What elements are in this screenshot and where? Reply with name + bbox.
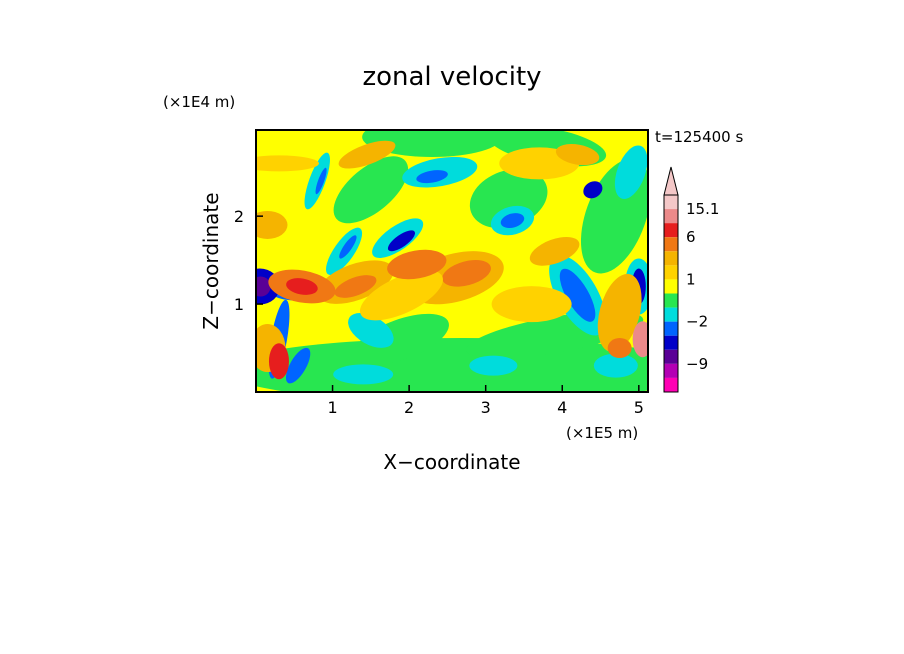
colorbar-band xyxy=(664,349,678,364)
contour-region xyxy=(333,156,409,224)
contour-region xyxy=(268,343,289,380)
contour-region xyxy=(339,235,357,259)
contour-region xyxy=(442,260,491,287)
contour-region xyxy=(632,321,648,358)
colorbar: 15.1 6 1 −2 −9 xyxy=(663,166,719,393)
contour-region xyxy=(387,230,416,252)
contour-region xyxy=(559,268,596,322)
contour-region xyxy=(359,270,443,321)
chart-title: zonal velocity xyxy=(362,62,541,92)
x-tick-label: 1 xyxy=(327,398,337,417)
x-unit-label: (×1E5 m) xyxy=(566,424,638,442)
x-axis: 1 2 3 4 5 xyxy=(327,385,644,417)
contour-region xyxy=(469,355,518,376)
contour-region xyxy=(597,273,642,352)
x-tick-label: 3 xyxy=(481,398,491,417)
colorbar-band xyxy=(664,335,678,350)
colorbar-tick-label: −9 xyxy=(686,355,708,373)
y-axis-label: Z−coordinate xyxy=(199,192,223,329)
contour-region xyxy=(286,278,318,295)
y-unit-label: (×1E4 m) xyxy=(163,93,235,111)
contour-region xyxy=(256,210,288,239)
colorbar-tick-label: −2 xyxy=(686,313,708,331)
contour-region xyxy=(416,170,448,184)
contour-region xyxy=(256,276,271,297)
colorbar-band xyxy=(664,377,678,392)
x-tick-label: 4 xyxy=(557,398,567,417)
colorbar-tick-label: 6 xyxy=(686,228,696,246)
contour-field xyxy=(256,130,648,392)
colorbar-band xyxy=(664,307,678,322)
colorbar-band xyxy=(664,195,678,210)
contour-region xyxy=(285,347,311,384)
contour-region xyxy=(304,152,330,210)
colorbar-band xyxy=(664,265,678,280)
contour-region xyxy=(256,155,319,172)
colorbar-band xyxy=(664,223,678,238)
x-tick-label: 2 xyxy=(404,398,414,417)
y-tick-label: 2 xyxy=(234,207,244,226)
colorbar-tick-label: 15.1 xyxy=(686,200,719,218)
contour-region xyxy=(353,313,449,365)
contour-region xyxy=(607,338,632,359)
colorbar-band xyxy=(664,293,678,308)
contour-region xyxy=(491,286,572,323)
contour-region xyxy=(529,236,580,266)
colorbar-band xyxy=(664,363,678,378)
y-tick-label: 1 xyxy=(234,295,244,314)
colorbar-band xyxy=(664,321,678,336)
y-axis: 12 xyxy=(234,207,263,314)
contour-region xyxy=(500,213,525,228)
colorbar-frame xyxy=(663,194,679,393)
contour-region xyxy=(362,130,503,158)
contour-region xyxy=(333,364,394,385)
x-axis-label: X−coordinate xyxy=(383,450,520,474)
contour-region xyxy=(614,145,648,199)
colorbar-band xyxy=(664,209,678,224)
contour-region xyxy=(315,167,327,195)
contour-region xyxy=(387,249,447,280)
plot-frame xyxy=(255,129,649,393)
colorbar-band xyxy=(664,251,678,266)
contour-region xyxy=(555,144,600,166)
colorbar-extend-arrow xyxy=(663,166,679,196)
contour-region xyxy=(338,140,396,169)
colorbar-tick-label: 1 xyxy=(686,270,696,288)
contour-region xyxy=(334,275,377,298)
colorbar-band xyxy=(664,279,678,294)
contour-region xyxy=(593,353,638,378)
x-tick-label: 5 xyxy=(634,398,644,417)
contour-region xyxy=(348,313,394,348)
colorbar-band xyxy=(664,237,678,252)
contour-region xyxy=(583,181,603,199)
time-label: t=125400 s xyxy=(655,128,743,146)
